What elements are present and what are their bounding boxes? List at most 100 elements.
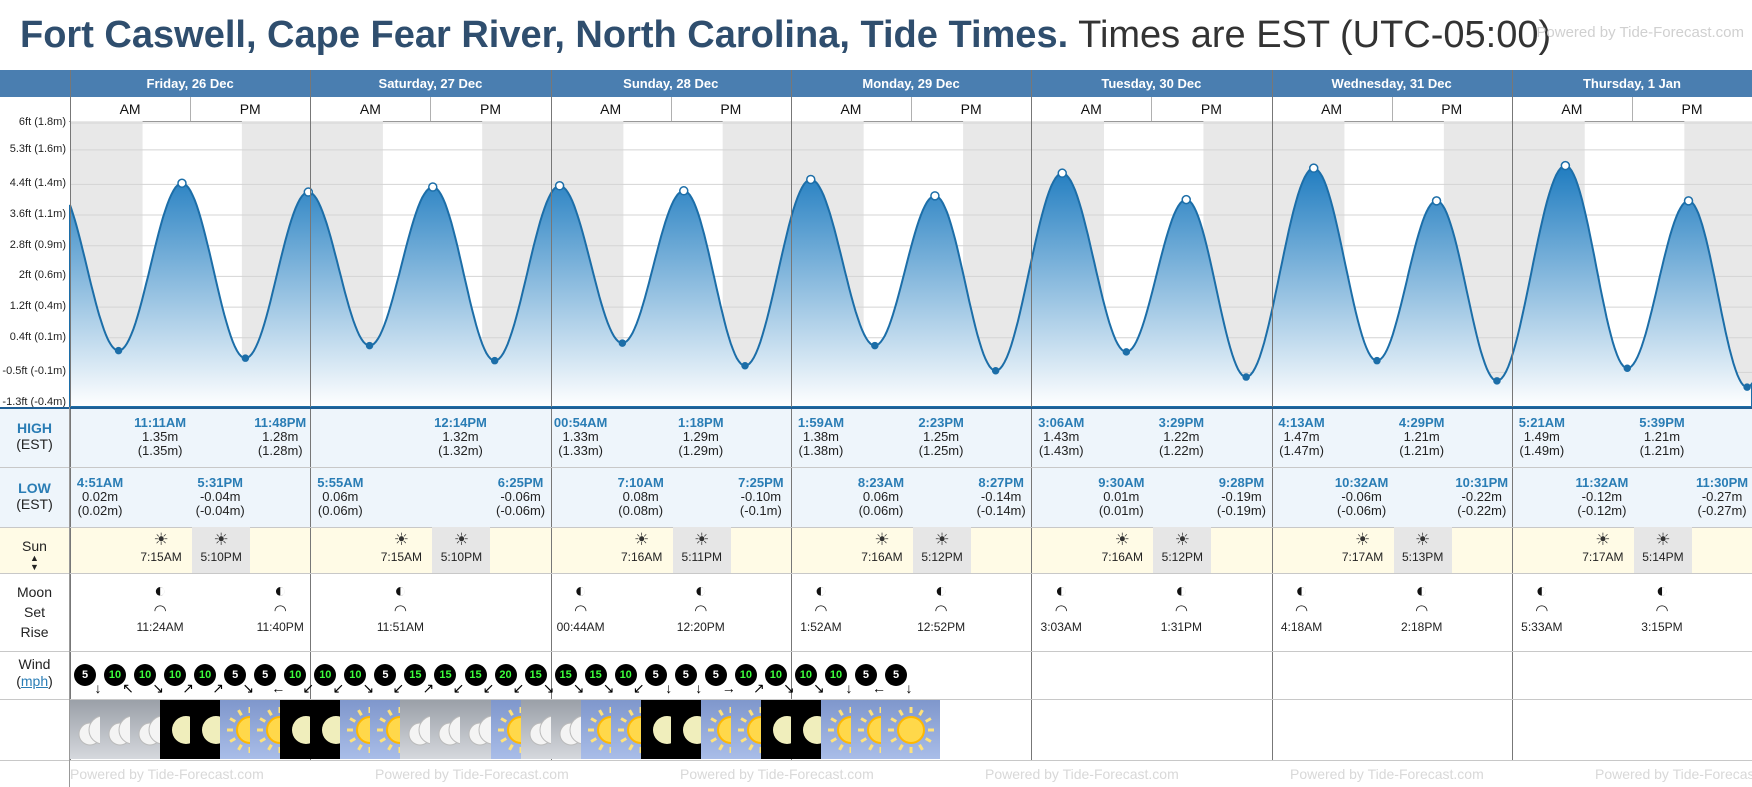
- sunset-icon: ☀: [453, 530, 470, 549]
- high-tide-point: [930, 191, 940, 201]
- sunrise-time: 7:16AM: [1101, 550, 1143, 564]
- wind-direction-arrow: ↙: [452, 680, 465, 696]
- pm-label: PM: [1200, 101, 1222, 117]
- y-tick-label: 0.4ft (0.1m): [9, 330, 66, 343]
- tide-height-alt: (0.08m): [618, 503, 664, 518]
- header-watermark: Powered by Tide-Forecast.com: [1536, 24, 1744, 41]
- sunrise-icon: ☀: [1354, 530, 1371, 549]
- pm-label: PM: [1441, 101, 1463, 117]
- wind-direction-arrow: ↘: [572, 680, 585, 696]
- moon-phase-icon: ◐: [1295, 580, 1308, 602]
- moonrise-time: 1:31PM: [1160, 620, 1203, 634]
- footer-watermark: Powered by Tide-Forecast.com: [680, 766, 874, 782]
- low-tide-cell: 9:28PM -0.19m (-0.19m): [1182, 476, 1300, 518]
- moon-cell: ◐ ◠ 1:31PM: [1141, 580, 1221, 634]
- tide-height-alt: (-0.1m): [739, 503, 782, 518]
- tide-time: 9:28PM: [1218, 475, 1265, 490]
- y-tick-label: -1.3ft (-0.4m): [2, 396, 66, 408]
- high-tide-cell: 11:48PM 1.28m (1.28m): [221, 416, 339, 458]
- wind-speed-badge: 15: [584, 664, 607, 686]
- moonrise-icon: ◠: [1655, 602, 1669, 619]
- tide-height-alt: (0.01m): [1098, 503, 1144, 518]
- wind-speed-badge: 10: [104, 664, 127, 686]
- day-label: Thursday, 1 Jan: [1582, 76, 1681, 91]
- tide-height-alt: (-0.22m): [1457, 503, 1507, 518]
- row-divider: [0, 699, 1752, 700]
- tide-height: -0.10m: [740, 489, 782, 504]
- footer-watermark: Powered by Tide-Forecast.com: [1595, 766, 1752, 782]
- low-tide-cell: 11:30PM -0.27m (-0.27m): [1663, 476, 1752, 518]
- tide-height: 1.33m: [562, 429, 599, 444]
- tide-time: 5:55AM: [317, 475, 364, 490]
- tide-height: 1.32m: [442, 429, 479, 444]
- moon-phase-icon: ◐: [935, 580, 948, 602]
- moonrise-icon: ◠: [1415, 602, 1429, 619]
- left-column-divider: [69, 407, 70, 787]
- timezone-note: Times are EST (UTC-05:00): [1078, 14, 1552, 56]
- low-tide-row: [0, 467, 1752, 527]
- high-tide-point: [554, 181, 565, 191]
- wind-direction-arrow: ↘: [242, 680, 255, 696]
- wind-direction-arrow: ↖: [122, 680, 134, 696]
- tide-time: 10:31PM: [1455, 475, 1509, 490]
- high-tide-cell: 1:18PM 1.29m (1.29m): [642, 416, 760, 458]
- sunset-cell: ☀ 5:11PM: [672, 527, 731, 573]
- high-tide-point: [177, 178, 187, 189]
- wind-speed-badge: 10: [764, 664, 787, 686]
- row-divider: [0, 760, 1752, 761]
- moon-cell: ◐ ◠ 3:03AM: [1021, 580, 1101, 634]
- tide-time: 6:25PM: [497, 475, 544, 490]
- pm-label: PM: [960, 101, 982, 117]
- moonrise-icon: ◠: [694, 602, 708, 619]
- wind-speed-badge: 15: [524, 664, 547, 686]
- high-tide-cell: 3:29PM 1.22m (1.22m): [1122, 416, 1240, 458]
- wind-unit-link[interactable]: mph: [20, 673, 49, 689]
- wind-speed-badge: 5: [254, 664, 277, 686]
- sunset-time: 5:12PM: [921, 550, 963, 564]
- tide-time: 1:18PM: [678, 415, 724, 430]
- tide-height-alt: (-0.19m): [1216, 503, 1267, 518]
- sunset-icon: ☀: [1415, 530, 1431, 549]
- sunrise-time: 7:17AM: [1341, 550, 1384, 564]
- tide-time: 5:21AM: [1518, 415, 1565, 430]
- moon-phase-icon: ◐: [1655, 580, 1669, 602]
- tide-height: 0.02m: [81, 489, 119, 504]
- low-tide-cell: 4:51AM 0.02m (0.02m): [41, 476, 159, 518]
- low-tide-point: [1373, 356, 1381, 365]
- tide-height-alt: (-0.14m): [976, 503, 1026, 518]
- pm-label: PM: [239, 101, 261, 117]
- tide-height: 0.01m: [1103, 489, 1140, 504]
- sunrise-time: 7:16AM: [620, 550, 663, 564]
- moonrise-time: 12:20PM: [676, 620, 725, 634]
- tide-time: 8:27PM: [978, 475, 1024, 490]
- wind-direction-arrow: ↙: [482, 680, 495, 696]
- tide-height: 1.21m: [1643, 429, 1681, 444]
- moonrise-icon: ◠: [1294, 602, 1309, 619]
- sunset-cell: ☀ 5:12PM: [1153, 527, 1212, 573]
- high-tide-cell: 2:23PM 1.25m (1.25m): [882, 416, 1000, 458]
- moon-phase-icon: ◐: [1535, 580, 1548, 602]
- high-tide-cell: 11:11AM 1.35m (1.35m): [101, 416, 219, 458]
- tide-height-alt: (1.28m): [257, 443, 303, 458]
- moonrise-icon: ◠: [814, 602, 828, 619]
- ampm-bar: AM PM AM PM AM PM AM PM AM PM AM PM AM PM: [0, 97, 1752, 122]
- tide-height-alt: (-0.27m): [1697, 503, 1747, 518]
- wind-speed-badge: 10: [794, 664, 817, 686]
- y-tick-label: 3.6ft (1.1m): [9, 208, 66, 221]
- high-label: HIGH (EST): [16, 420, 53, 452]
- wind-speed-badge: 20: [494, 664, 517, 686]
- noon-divider: [911, 97, 913, 121]
- y-tick-label: 4.4ft (1.4m): [9, 177, 66, 190]
- sunset-time: 5:10PM: [200, 550, 242, 564]
- wind-direction-arrow: ↘: [602, 680, 615, 696]
- tide-height: 1.25m: [923, 429, 960, 444]
- tide-time: 1:59AM: [797, 415, 845, 430]
- pm-label: PM: [720, 101, 742, 117]
- sunrise-time: 7:15AM: [140, 550, 182, 564]
- tide-time: 11:32AM: [1575, 475, 1629, 490]
- moon-cell: ◐ ◠ 5:33AM: [1502, 580, 1582, 634]
- tide-height: 1.29m: [682, 429, 719, 444]
- tide-time: 11:11AM: [134, 415, 187, 430]
- y-tick-label: 1.2ft (0.4m): [9, 300, 66, 313]
- high-tide-point: [428, 182, 438, 192]
